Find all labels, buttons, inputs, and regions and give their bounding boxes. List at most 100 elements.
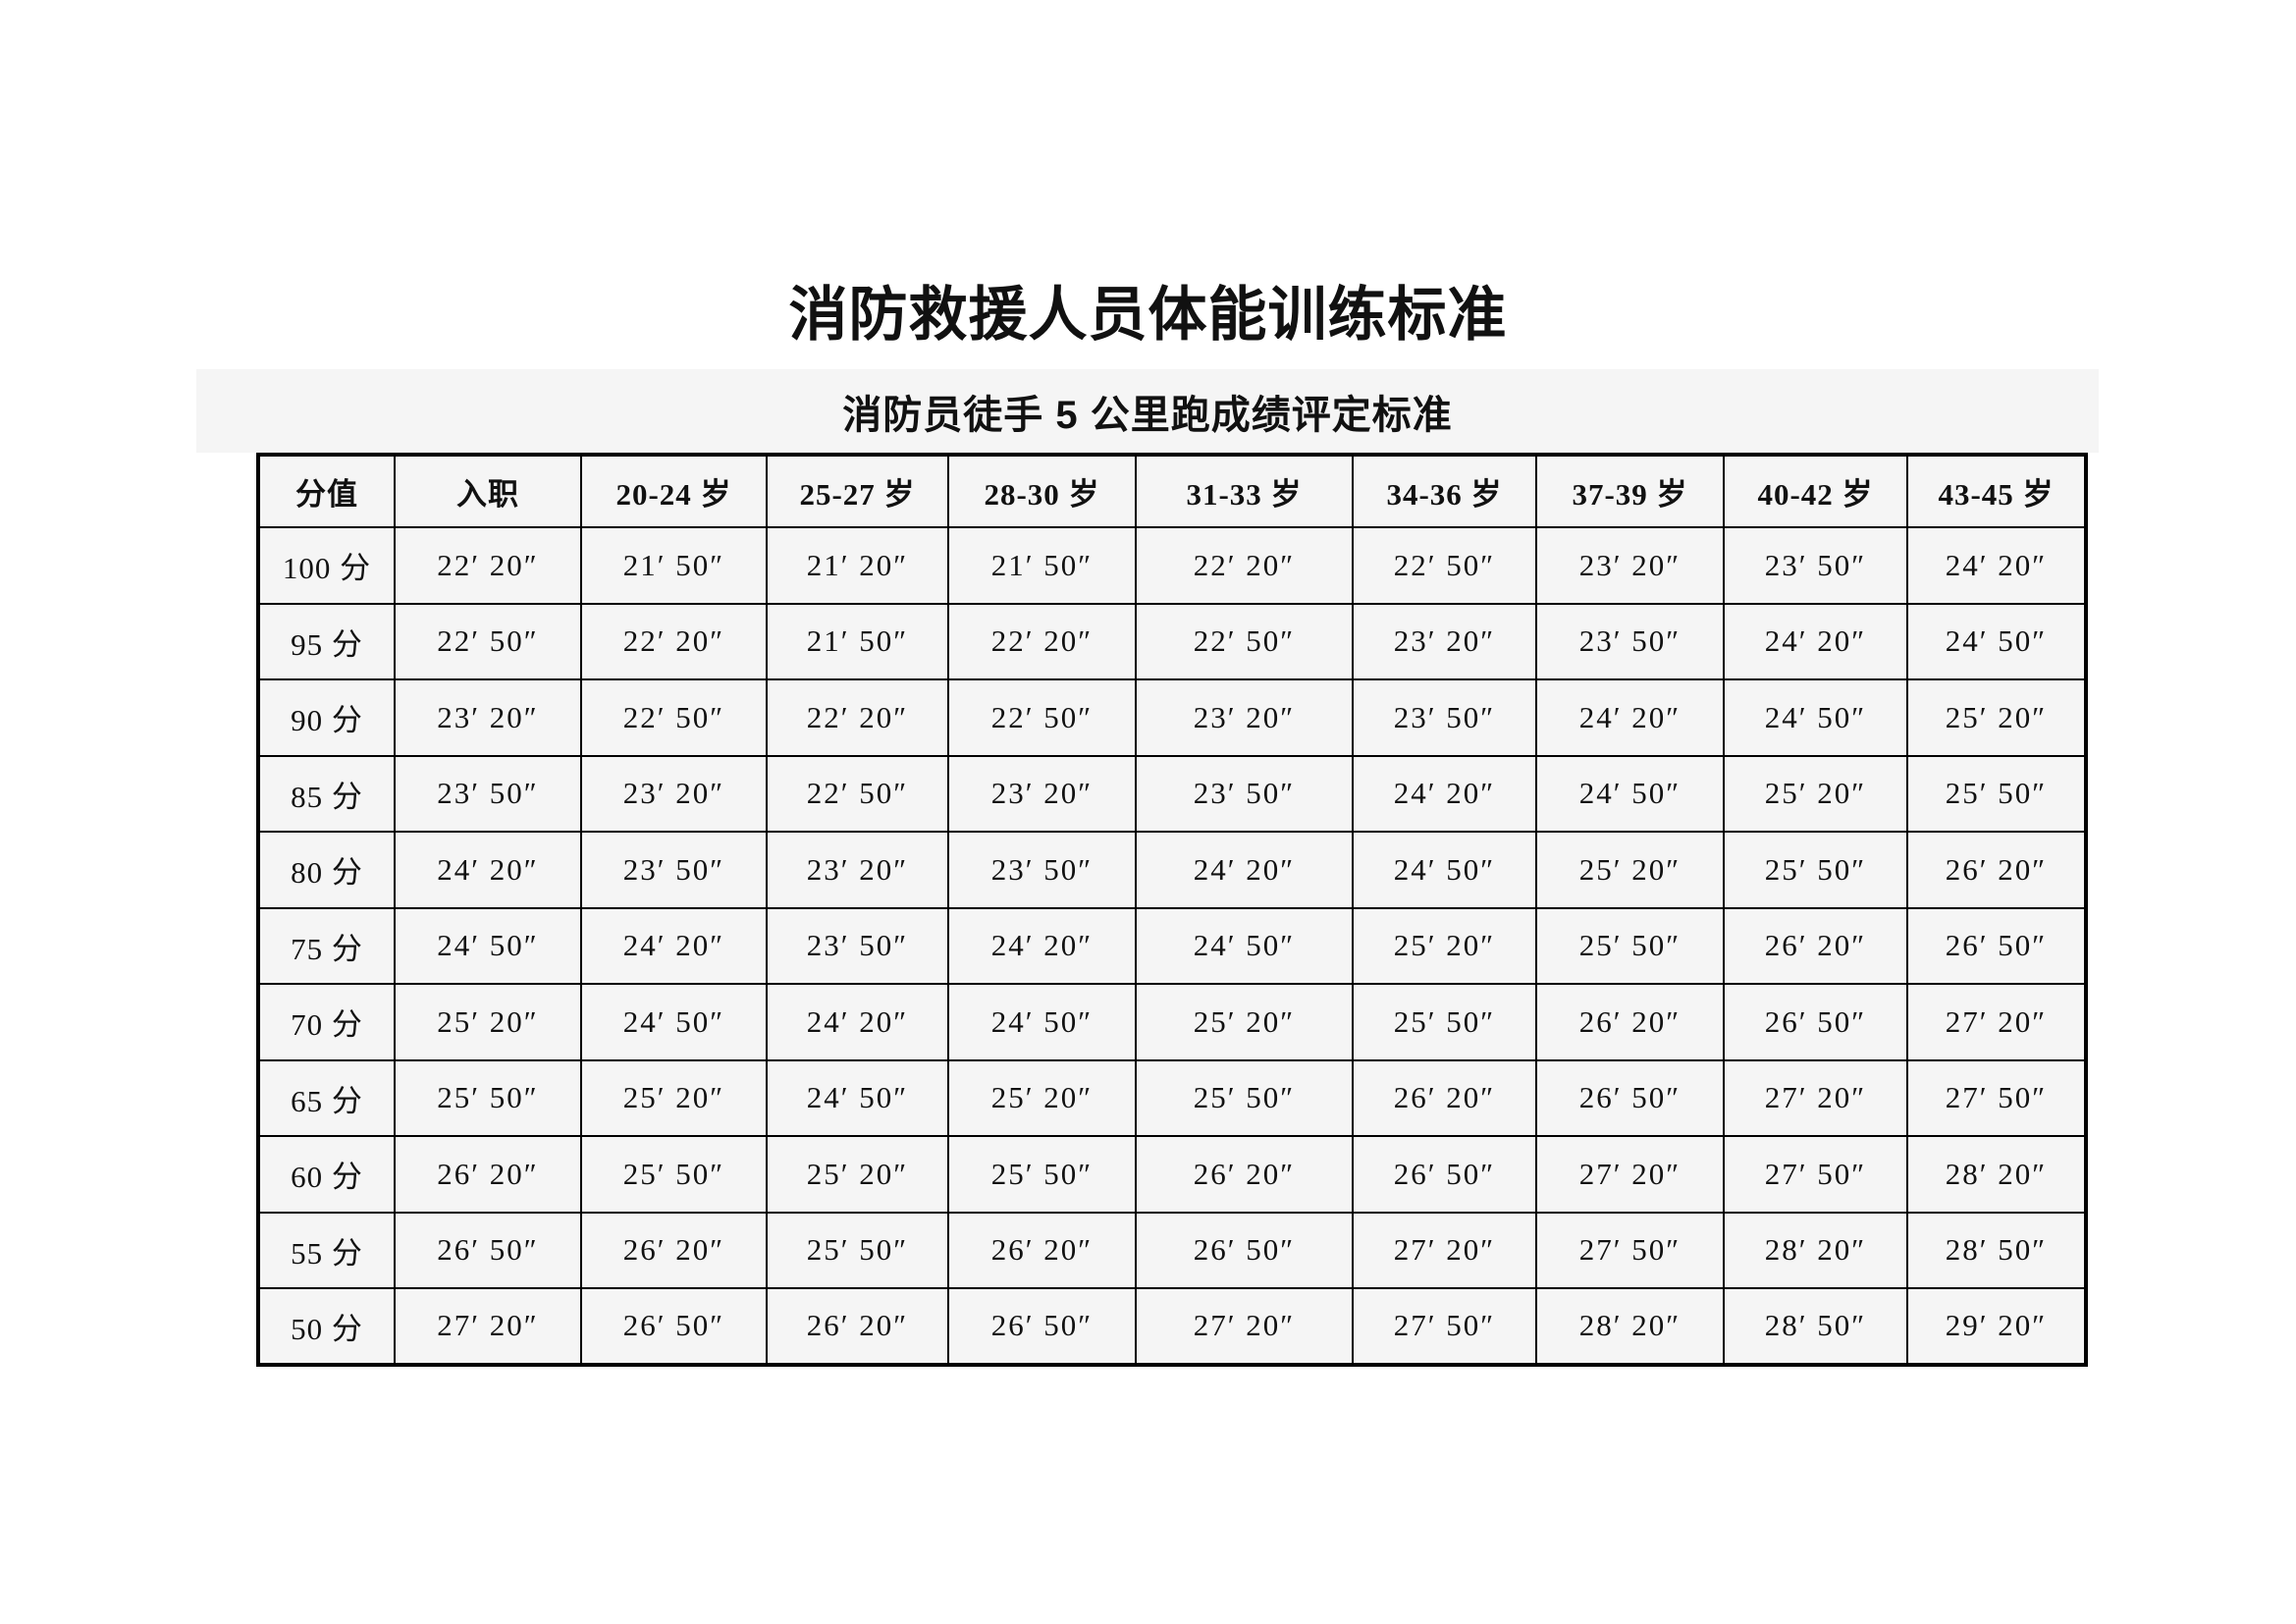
time-cell: 24′ 50″ [1135, 906, 1354, 985]
time-cell: 24′ 20″ [766, 983, 949, 1061]
time-cell: 23′ 50″ [1723, 526, 1908, 605]
time-cell: 25′ 50″ [1535, 906, 1725, 985]
time-cell: 21′ 50″ [580, 526, 768, 605]
time-cell: 24′ 50″ [394, 906, 582, 985]
entry-column-header: 入职 [394, 454, 582, 528]
score-cell: 70 分 [257, 983, 396, 1061]
age-column-header: 40-42 岁 [1723, 454, 1908, 528]
time-cell: 24′ 20″ [1135, 831, 1354, 909]
score-cell: 60 分 [257, 1135, 396, 1214]
time-cell: 26′ 20″ [1135, 1135, 1354, 1214]
time-cell: 28′ 20″ [1906, 1135, 2087, 1214]
time-cell: 24′ 20″ [1723, 602, 1908, 680]
time-cell: 25′ 50″ [1352, 983, 1537, 1061]
time-cell: 22′ 50″ [1135, 602, 1354, 680]
time-cell: 24′ 50″ [947, 983, 1137, 1061]
age-column-header: 25-27 岁 [766, 454, 949, 528]
time-cell: 22′ 50″ [394, 602, 582, 680]
table-row: 70 分 25′ 20″ 24′ 50″ 24′ 20″ 24′ 50″ 25′ 20″ 2… [257, 983, 2087, 1061]
time-cell: 25′ 50″ [766, 1211, 949, 1289]
table-caption-band: 消防员徒手 5 公里跑成绩评定标准 [196, 369, 2099, 453]
time-cell: 28′ 50″ [1906, 1211, 2087, 1289]
time-cell: 25′ 20″ [394, 983, 582, 1061]
time-cell: 22′ 20″ [394, 526, 582, 605]
time-cell: 24′ 20″ [1535, 678, 1725, 757]
age-column-header: 34-36 岁 [1352, 454, 1537, 528]
time-cell: 27′ 20″ [1906, 983, 2087, 1061]
time-cell: 21′ 50″ [766, 602, 949, 680]
time-cell: 27′ 20″ [394, 1287, 582, 1366]
score-cell: 80 分 [257, 831, 396, 909]
time-cell: 27′ 50″ [1535, 1211, 1725, 1289]
time-cell: 24′ 50″ [1906, 602, 2087, 680]
time-cell: 23′ 20″ [1352, 602, 1537, 680]
time-cell: 24′ 50″ [580, 983, 768, 1061]
time-cell: 23′ 20″ [766, 831, 949, 909]
score-column-header: 分值 [257, 454, 396, 528]
time-cell: 26′ 20″ [1535, 983, 1725, 1061]
score-cell: 50 分 [257, 1287, 396, 1366]
time-cell: 26′ 50″ [1135, 1211, 1354, 1289]
time-cell: 24′ 20″ [394, 831, 582, 909]
time-cell: 26′ 20″ [1352, 1058, 1537, 1137]
time-cell: 26′ 50″ [1906, 906, 2087, 985]
time-cell: 23′ 20″ [947, 754, 1137, 833]
age-column-header: 37-39 岁 [1535, 454, 1725, 528]
time-cell: 27′ 20″ [1352, 1211, 1537, 1289]
time-cell: 25′ 50″ [1723, 831, 1908, 909]
time-cell: 27′ 50″ [1906, 1058, 2087, 1137]
table-row: 75 分 24′ 50″ 24′ 20″ 23′ 50″ 24′ 20″ 24′ 50″ 2… [257, 906, 2087, 985]
time-cell: 23′ 50″ [1352, 678, 1537, 757]
time-cell: 28′ 20″ [1723, 1211, 1908, 1289]
time-cell: 27′ 20″ [1723, 1058, 1908, 1137]
time-cell: 23′ 50″ [394, 754, 582, 833]
time-cell: 26′ 50″ [1723, 983, 1908, 1061]
table-row: 80 分 24′ 20″ 23′ 50″ 23′ 20″ 23′ 50″ 24′ 20″ 2… [257, 831, 2087, 909]
table-body: 100 分 22′ 20″ 21′ 50″ 21′ 20″ 21′ 50″ 22′ 20″… [257, 526, 2087, 1366]
time-cell: 27′ 50″ [1723, 1135, 1908, 1214]
time-cell: 23′ 20″ [394, 678, 582, 757]
time-cell: 26′ 50″ [1352, 1135, 1537, 1214]
time-cell: 26′ 20″ [1723, 906, 1908, 985]
time-cell: 22′ 20″ [1135, 526, 1354, 605]
table-row: 100 分 22′ 20″ 21′ 50″ 21′ 20″ 21′ 50″ 22′ 20″… [257, 526, 2087, 605]
time-cell: 25′ 50″ [580, 1135, 768, 1214]
time-cell: 25′ 20″ [1135, 983, 1354, 1061]
time-cell: 22′ 50″ [766, 754, 949, 833]
time-cell: 23′ 20″ [1535, 526, 1725, 605]
time-cell: 26′ 20″ [947, 1211, 1137, 1289]
time-cell: 25′ 20″ [1723, 754, 1908, 833]
time-cell: 27′ 20″ [1535, 1135, 1725, 1214]
time-cell: 22′ 20″ [766, 678, 949, 757]
time-cell: 28′ 20″ [1535, 1287, 1725, 1366]
time-cell: 24′ 50″ [1352, 831, 1537, 909]
time-cell: 22′ 20″ [947, 602, 1137, 680]
age-column-header: 28-30 岁 [947, 454, 1137, 528]
time-cell: 28′ 50″ [1723, 1287, 1908, 1366]
time-cell: 23′ 20″ [580, 754, 768, 833]
time-cell: 24′ 20″ [947, 906, 1137, 985]
score-cell: 65 分 [257, 1058, 396, 1137]
time-cell: 23′ 50″ [1535, 602, 1725, 680]
time-cell: 25′ 20″ [1352, 906, 1537, 985]
score-cell: 90 分 [257, 678, 396, 757]
time-cell: 26′ 20″ [394, 1135, 582, 1214]
time-cell: 26′ 20″ [766, 1287, 949, 1366]
time-cell: 26′ 50″ [394, 1211, 582, 1289]
time-cell: 25′ 20″ [1906, 678, 2087, 757]
time-cell: 25′ 50″ [394, 1058, 582, 1137]
time-cell: 23′ 50″ [947, 831, 1137, 909]
time-cell: 27′ 50″ [1352, 1287, 1537, 1366]
time-cell: 25′ 20″ [766, 1135, 949, 1214]
time-cell: 24′ 50″ [1535, 754, 1725, 833]
time-cell: 25′ 50″ [947, 1135, 1137, 1214]
time-cell: 26′ 50″ [947, 1287, 1137, 1366]
time-cell: 25′ 50″ [1135, 1058, 1354, 1137]
score-cell: 75 分 [257, 906, 396, 985]
table-caption: 消防员徒手 5 公里跑成绩评定标准 [842, 393, 1453, 437]
time-cell: 21′ 20″ [766, 526, 949, 605]
time-cell: 23′ 20″ [1135, 678, 1354, 757]
